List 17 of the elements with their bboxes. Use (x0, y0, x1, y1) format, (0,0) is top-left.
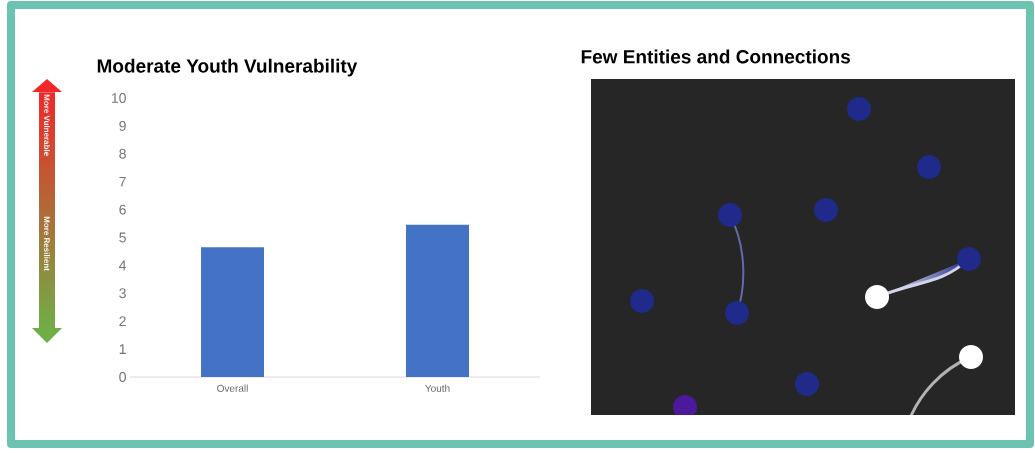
y-tick-label: 0 (119, 372, 126, 382)
y-tick-label: 9 (119, 120, 126, 131)
y-tick-label: 10 (111, 93, 126, 103)
x-tick-label: Overall (217, 384, 248, 392)
y-tick-label: 6 (119, 204, 126, 215)
y-tick-label: 4 (119, 260, 127, 271)
text: More Resilient (44, 216, 50, 271)
y-tick-label: 3 (119, 288, 126, 299)
y-tick-label: 8 (119, 148, 126, 159)
text: Few Entities and Connections (581, 49, 851, 64)
chart-title: Moderate Youth Vulnerability (97, 58, 358, 77)
y-tick-label: 5 (119, 232, 126, 243)
x-tick-label: Youth (425, 384, 450, 392)
y-tick-label: 1 (119, 344, 126, 354)
y-tick-label: 2 (119, 316, 126, 327)
text: More Vulnerable (44, 94, 50, 156)
y-tick-label: 7 (119, 176, 126, 187)
